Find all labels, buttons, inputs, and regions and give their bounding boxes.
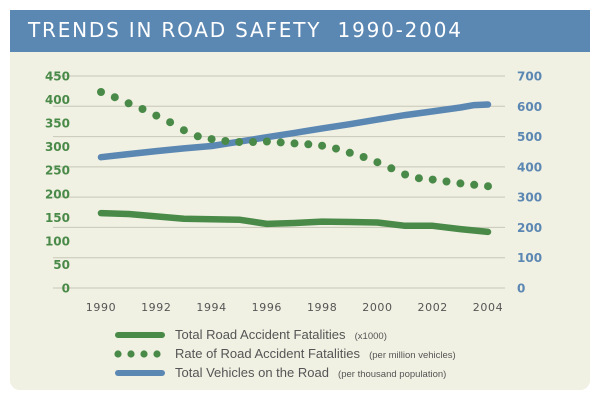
data-point bbox=[345, 148, 354, 157]
data-point bbox=[262, 137, 271, 146]
x-axis: 1990 1992 1994 1996 1998 2000 2002 2004 bbox=[86, 301, 503, 314]
y-axis-right: 0 100 200 300 400 500 600 700 bbox=[517, 70, 542, 296]
x-tick-label: 1996 bbox=[252, 301, 282, 314]
data-point bbox=[290, 139, 299, 148]
data-point bbox=[207, 135, 216, 144]
legend-dot bbox=[140, 350, 148, 358]
y-right-tick-label: 200 bbox=[517, 221, 542, 235]
x-tick-label: 1992 bbox=[141, 301, 171, 314]
data-point bbox=[276, 138, 285, 147]
data-point bbox=[193, 132, 202, 141]
series-group bbox=[97, 88, 492, 236]
x-tick-label: 2004 bbox=[473, 301, 503, 314]
gridlines bbox=[53, 75, 505, 289]
data-point bbox=[179, 126, 188, 135]
data-point bbox=[373, 158, 382, 167]
y-right-tick-label: 100 bbox=[517, 251, 542, 265]
data-point bbox=[332, 144, 340, 153]
legend-dot bbox=[127, 350, 135, 358]
data-point bbox=[221, 137, 230, 145]
data-point bbox=[414, 174, 423, 183]
legend-sub-fatalities: (x1000) bbox=[355, 331, 387, 342]
y-left-tick-label: 350 bbox=[45, 117, 70, 131]
y-right-tick-label: 700 bbox=[517, 70, 542, 84]
x-tick-label: 1998 bbox=[307, 301, 337, 314]
data-point bbox=[304, 140, 313, 149]
y-right-tick-label: 500 bbox=[517, 130, 542, 144]
y-right-tick-label: 300 bbox=[517, 191, 542, 205]
legend-sub-vehicles: (per thousand population) bbox=[338, 369, 446, 380]
svg-text:Rate of Road Accident Fataliti: Rate of Road Accident Fatalities (per mi… bbox=[175, 343, 456, 362]
y-left-tick-label: 400 bbox=[45, 93, 70, 107]
legend-sub-rate: (per million vehicles) bbox=[369, 350, 456, 361]
data-point bbox=[124, 99, 133, 108]
series-fatalities-line bbox=[97, 209, 492, 236]
series-vehicles-line bbox=[97, 101, 492, 161]
y-right-tick-label: 600 bbox=[517, 100, 542, 114]
legend-label-vehicles: Total Vehicles on the Road bbox=[175, 365, 329, 380]
x-tick-label: 2002 bbox=[418, 301, 448, 314]
data-point bbox=[110, 93, 119, 102]
data-point bbox=[401, 170, 410, 179]
y-left-tick-label: 100 bbox=[45, 234, 70, 248]
data-point bbox=[318, 141, 327, 150]
data-point bbox=[249, 138, 257, 146]
legend-dot bbox=[114, 350, 122, 358]
y-left-tick-label: 250 bbox=[45, 164, 70, 178]
data-point bbox=[456, 179, 465, 188]
data-point bbox=[470, 180, 479, 189]
y-left-tick-label: 50 bbox=[53, 258, 70, 272]
y-left-tick-label: 300 bbox=[45, 140, 70, 154]
data-point bbox=[138, 105, 147, 113]
data-point bbox=[387, 164, 396, 173]
data-point bbox=[428, 175, 437, 184]
x-tick-label: 1990 bbox=[86, 301, 116, 314]
data-point bbox=[166, 118, 175, 127]
y-left-tick-label: 0 bbox=[62, 282, 70, 296]
data-point bbox=[152, 111, 161, 120]
legend-label-rate: Rate of Road Accident Fatalities bbox=[175, 346, 360, 361]
data-point bbox=[235, 138, 244, 146]
data-point bbox=[442, 177, 451, 186]
series-rate-dots bbox=[97, 88, 492, 191]
y-left-tick-label: 450 bbox=[45, 70, 70, 84]
legend-swatch-rate bbox=[114, 350, 161, 358]
chart-header: TRENDS IN ROAD SAFETY 1990-2004 bbox=[10, 10, 590, 52]
x-tick-label: 2000 bbox=[362, 301, 392, 314]
y-axis-left: 0 50 100 150 200 250 300 350 400 450 bbox=[45, 70, 70, 296]
y-left-tick-label: 200 bbox=[45, 187, 70, 201]
x-tick-label: 1994 bbox=[196, 301, 226, 314]
y-right-tick-label: 400 bbox=[517, 160, 542, 174]
data-point bbox=[359, 153, 368, 161]
svg-text:Total Road Accident Fatalities: Total Road Accident Fatalities (x1000) bbox=[175, 324, 387, 343]
data-point bbox=[484, 182, 492, 191]
legend-dot bbox=[153, 350, 161, 358]
svg-text:Total Vehicles on the Road: Total Vehicles on the Road (per thousand… bbox=[175, 362, 446, 381]
chart-title: TRENDS IN ROAD SAFETY 1990-2004 bbox=[28, 18, 463, 42]
y-left-tick-label: 150 bbox=[45, 211, 70, 225]
legend-label-fatalities: Total Road Accident Fatalities bbox=[175, 327, 346, 342]
data-point bbox=[97, 88, 105, 96]
y-right-tick-label: 0 bbox=[517, 282, 525, 296]
legend: Total Road Accident Fatalities (x1000) R… bbox=[114, 324, 456, 381]
